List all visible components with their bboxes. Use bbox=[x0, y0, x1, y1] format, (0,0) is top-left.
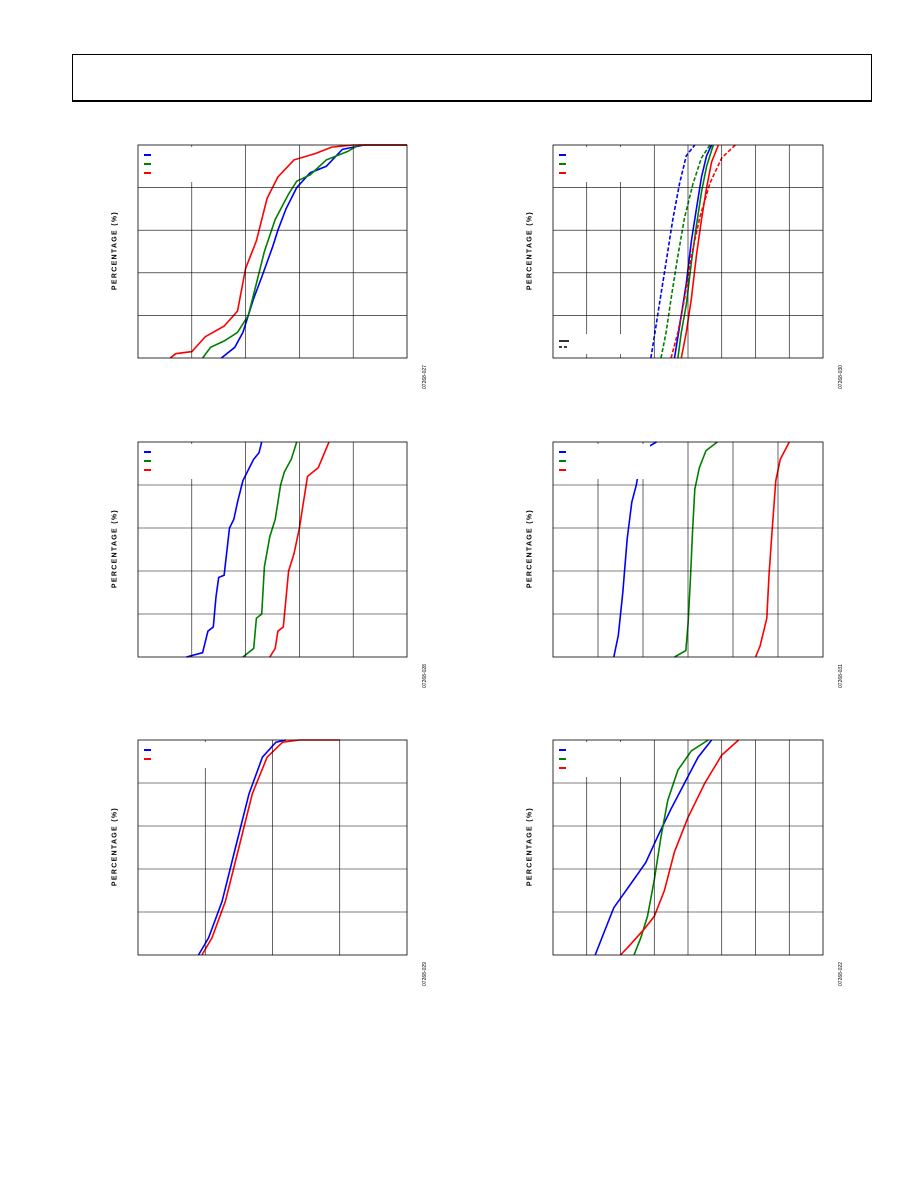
series-line-red bbox=[201, 739, 340, 956]
page-header-box bbox=[72, 54, 872, 102]
figure-code: 07268-027 bbox=[422, 365, 428, 389]
plot-area bbox=[552, 441, 824, 658]
plot-border bbox=[137, 441, 408, 658]
series-line-green bbox=[201, 144, 407, 359]
y-axis-label: PERCENTAGE (%) bbox=[526, 806, 534, 886]
legend-box bbox=[555, 147, 650, 182]
plot-border bbox=[552, 739, 824, 956]
series-line-green-dashed bbox=[660, 144, 711, 359]
plot-area bbox=[137, 739, 408, 956]
series-line-red bbox=[169, 144, 407, 359]
series-line-red bbox=[619, 739, 740, 956]
legend-box-linestyle bbox=[555, 334, 647, 354]
plot-border bbox=[137, 144, 408, 359]
plot-border bbox=[137, 739, 408, 956]
series-line-red-dashed bbox=[670, 144, 736, 359]
series-line-green bbox=[674, 441, 718, 658]
figure-code: 07268-030 bbox=[838, 365, 844, 389]
series-line-red bbox=[680, 144, 720, 359]
series-line-green bbox=[242, 441, 298, 658]
legend-box bbox=[555, 742, 650, 777]
figure-code: 07268-031 bbox=[838, 664, 844, 688]
plot-area bbox=[137, 441, 408, 658]
figure-code: 07268-028 bbox=[422, 664, 428, 688]
series-line-blue bbox=[673, 144, 713, 359]
y-axis-label: PERCENTAGE (%) bbox=[526, 508, 534, 588]
plot-border bbox=[552, 441, 824, 658]
legend-box bbox=[555, 444, 650, 479]
legend-box bbox=[140, 742, 235, 768]
series-line-blue bbox=[197, 739, 287, 956]
figure-code: 07268-022 bbox=[838, 962, 844, 986]
y-axis-label: PERCENTAGE (%) bbox=[111, 210, 119, 290]
y-axis-label: PERCENTAGE (%) bbox=[111, 508, 119, 588]
plot-area bbox=[552, 739, 824, 956]
series-line-blue bbox=[594, 739, 713, 956]
plot-area bbox=[552, 144, 824, 359]
y-axis-label: PERCENTAGE (%) bbox=[526, 210, 534, 290]
series-line-blue-dashed bbox=[650, 144, 696, 359]
legend-box bbox=[140, 147, 235, 182]
series-line-red bbox=[754, 441, 791, 658]
figure-code: 07268-029 bbox=[422, 962, 428, 986]
plot-border bbox=[552, 144, 824, 359]
series-line-blue bbox=[220, 144, 407, 359]
series-line-red bbox=[269, 441, 330, 658]
legend-box bbox=[140, 444, 235, 479]
plot-area bbox=[137, 144, 408, 359]
y-axis-label: PERCENTAGE (%) bbox=[111, 806, 119, 886]
